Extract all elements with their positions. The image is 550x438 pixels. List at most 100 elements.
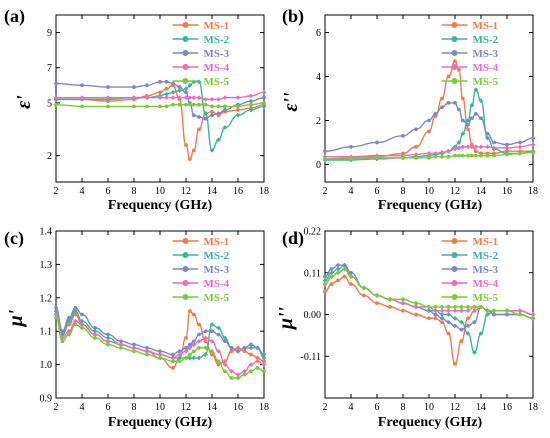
data-point xyxy=(466,127,470,132)
x-axis-label-b: Frequency (GHz) xyxy=(378,198,483,213)
data-point xyxy=(183,95,189,101)
data-point xyxy=(505,312,509,317)
x-tick-label: 12 xyxy=(181,402,191,413)
legend-label-ms-5: MS-5 xyxy=(203,292,229,304)
y-tick-label: 0.00 xyxy=(304,310,322,321)
data-point xyxy=(504,145,510,151)
ticks-b: 2 4 6 8 10 12 14 16 18 0 2 4 6 xyxy=(316,15,538,197)
data-point xyxy=(440,154,444,159)
ticks-c: 2 4 6 8 10 12 14 16 18 0.9 1.0 1.1 1.2 1.3 1.4 xyxy=(40,227,270,414)
legend-label-ms-1: MS-1 xyxy=(472,20,498,32)
data-point xyxy=(262,352,266,357)
data-point xyxy=(210,329,214,334)
data-point xyxy=(433,312,438,317)
data-point xyxy=(145,83,149,88)
data-point xyxy=(400,153,406,159)
data-point xyxy=(216,362,221,367)
legend-d: MS-1 MS-2 MS-3 MS-4 MS-5 xyxy=(441,236,499,304)
data-point xyxy=(459,305,464,309)
data-point xyxy=(342,267,347,271)
data-point xyxy=(459,339,464,343)
data-point xyxy=(465,308,471,314)
x-tick-label: 6 xyxy=(375,402,380,413)
y-tick-label: 0.11 xyxy=(304,268,321,279)
data-point xyxy=(210,352,214,357)
data-point xyxy=(203,335,208,341)
data-point xyxy=(164,79,169,84)
y-tick-label: 4 xyxy=(316,72,321,83)
data-point xyxy=(223,359,227,364)
data-point xyxy=(184,335,188,340)
legend-marker-ms-3 xyxy=(182,50,189,56)
legend-marker-ms-3 xyxy=(451,50,458,56)
data-point xyxy=(473,111,478,116)
x-tick-label: 8 xyxy=(132,402,137,413)
y-tick-label: 2 xyxy=(47,151,52,162)
data-point xyxy=(255,346,260,350)
data-point xyxy=(183,86,189,92)
data-point xyxy=(492,140,496,145)
data-point xyxy=(349,157,353,161)
data-point xyxy=(531,316,535,321)
data-point xyxy=(446,74,451,79)
data-point xyxy=(54,315,58,320)
data-point xyxy=(262,95,266,100)
data-point xyxy=(106,342,110,347)
data-point xyxy=(248,345,254,351)
data-point xyxy=(505,142,509,147)
data-point xyxy=(73,312,78,317)
data-point xyxy=(465,144,471,150)
data-point xyxy=(131,95,137,101)
data-point xyxy=(349,144,353,149)
legend-label-ms-5: MS-5 xyxy=(472,292,498,304)
data-point xyxy=(460,144,466,150)
data-point xyxy=(222,362,228,367)
legend-marker-ms-5 xyxy=(182,78,189,84)
data-point xyxy=(188,157,192,162)
data-point xyxy=(323,282,327,287)
data-point xyxy=(249,352,253,357)
y-tick-label: 1.0 xyxy=(40,360,53,371)
data-point xyxy=(197,346,201,350)
data-point xyxy=(229,376,234,380)
data-point xyxy=(191,355,197,361)
data-point xyxy=(183,348,189,354)
data-point xyxy=(196,338,202,344)
data-point xyxy=(492,308,496,313)
data-point xyxy=(197,102,201,107)
data-point xyxy=(446,331,451,336)
legend-label-ms-5: MS-5 xyxy=(203,76,229,88)
data-point xyxy=(531,136,535,140)
legend-marker-ms-1 xyxy=(451,238,458,244)
data-point xyxy=(401,308,405,313)
data-point xyxy=(453,100,457,105)
data-point xyxy=(485,144,490,150)
data-point xyxy=(518,151,522,156)
data-point xyxy=(530,312,536,317)
data-point xyxy=(492,312,496,317)
data-point xyxy=(249,102,253,107)
data-point xyxy=(349,270,353,275)
y-axis-label-c: μ' xyxy=(5,309,27,327)
data-point xyxy=(375,140,379,145)
data-point xyxy=(187,355,193,361)
data-point xyxy=(336,278,340,283)
data-point xyxy=(184,143,188,147)
data-point xyxy=(216,111,221,116)
y-axis-label-a: ε' xyxy=(13,95,35,109)
series-d xyxy=(322,262,536,366)
data-point xyxy=(209,96,215,102)
data-point xyxy=(456,140,462,145)
data-point xyxy=(235,95,241,101)
data-point xyxy=(466,316,470,321)
series-c xyxy=(53,305,267,380)
data-point xyxy=(60,339,65,344)
data-point xyxy=(60,329,65,334)
legend-label-ms-4: MS-4 xyxy=(472,278,498,290)
data-point xyxy=(119,339,123,344)
panel-label-a: (a) xyxy=(4,6,25,27)
data-point xyxy=(261,355,267,361)
data-point xyxy=(446,100,451,105)
data-point xyxy=(401,133,405,138)
